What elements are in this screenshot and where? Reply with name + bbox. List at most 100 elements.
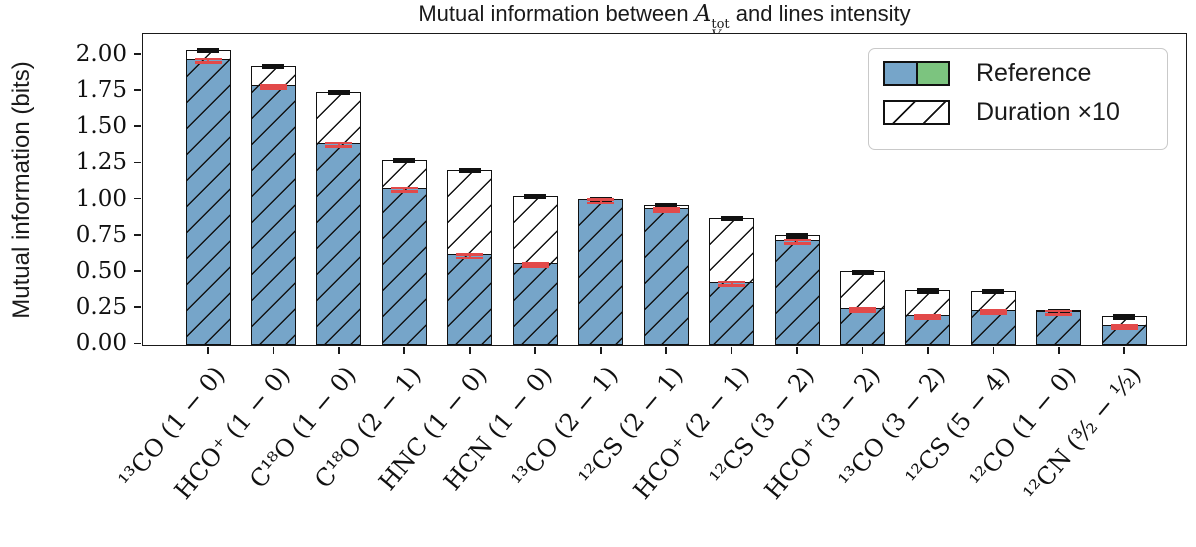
- bar-hatch-overlay: [775, 235, 819, 344]
- bar-duration-x10: [316, 90, 362, 345]
- reference-error-bar: [259, 83, 287, 90]
- bar-hatch-overlay: [317, 92, 361, 344]
- bar-hatch-overlay: [186, 50, 230, 344]
- bar-duration-x10: [709, 215, 755, 345]
- title-text-prefix: Mutual information between: [418, 1, 695, 26]
- duration-error-bar: [262, 63, 285, 70]
- error-stem: [534, 262, 537, 268]
- y-tick-label: 0.00: [75, 330, 127, 357]
- y-tick-mark: [134, 270, 141, 272]
- legend-item-duration: Duration ×10: [883, 100, 1167, 125]
- y-tick-mark: [134, 52, 141, 55]
- duration-error-bar: [916, 288, 939, 294]
- bar-duration-x10: [643, 202, 689, 345]
- error-stem: [599, 198, 602, 205]
- error-stem: [861, 269, 864, 275]
- reference-error-bar: [979, 309, 1007, 315]
- y-tick-mark: [134, 161, 141, 164]
- legend-item-reference: Reference: [883, 61, 1167, 86]
- duration-error-bar: [655, 202, 678, 209]
- reference-patch-icon: [883, 61, 950, 86]
- x-tick-mark: [1057, 347, 1060, 354]
- duration-error-bar: [393, 158, 416, 164]
- legend-label: Duration ×10: [976, 98, 1120, 126]
- error-stem: [665, 206, 668, 213]
- bar-duration-x10: [970, 289, 1016, 345]
- error-stem: [272, 83, 275, 90]
- legend-label: Reference: [976, 59, 1092, 87]
- duration-error-bar: [786, 233, 809, 239]
- y-tick-label: 0.50: [75, 258, 127, 284]
- x-tick-mark: [338, 347, 340, 354]
- reference-error-bar: [914, 314, 942, 320]
- error-stem: [796, 233, 798, 239]
- bar-duration-x10: [578, 197, 624, 345]
- reference-error-bar: [718, 280, 746, 287]
- x-tick-mark: [665, 347, 668, 354]
- error-stem: [665, 202, 668, 209]
- error-stem: [207, 57, 209, 64]
- title-var: A: [694, 1, 712, 27]
- x-tick-mark: [207, 347, 209, 354]
- bar-hatch-overlay: [579, 199, 623, 344]
- reference-error-bar: [194, 57, 222, 64]
- title-text-suffix: and lines intensity: [729, 1, 911, 26]
- bar-hatch-overlay: [971, 291, 1015, 344]
- error-stem: [927, 288, 929, 294]
- error-stem: [1057, 309, 1060, 316]
- legend: Reference Duration ×10: [868, 48, 1168, 150]
- duration-patch-icon: [883, 100, 950, 125]
- title-math-symbol: AtotV: [694, 1, 730, 42]
- error-stem: [730, 280, 733, 287]
- y-tick-label: 1.00: [75, 185, 127, 212]
- reference-error-bar: [521, 262, 549, 268]
- reference-error-bar: [587, 198, 615, 205]
- x-tick-mark: [927, 347, 929, 354]
- y-tick-label: 1.50: [75, 113, 127, 140]
- duration-error-bar: [458, 168, 481, 174]
- reference-error-bar: [1110, 324, 1138, 331]
- title-var-superscript: tot: [711, 17, 730, 32]
- reference-error-bar: [325, 141, 353, 148]
- error-stem: [403, 186, 406, 193]
- error-stem: [1123, 324, 1126, 331]
- reference-error-bar: [1045, 309, 1073, 316]
- bar-hatch-overlay: [251, 66, 295, 344]
- bar-hatch-overlay: [1102, 317, 1146, 344]
- reference-green-swatch: [916, 61, 950, 86]
- y-tick-label: 0.75: [75, 221, 127, 248]
- error-stem: [468, 253, 471, 260]
- error-stem: [992, 309, 995, 315]
- error-stem: [207, 48, 209, 54]
- reference-blue-swatch: [883, 61, 917, 86]
- bar-hatch-overlay: [513, 196, 557, 344]
- y-tick-label: 1.25: [75, 149, 127, 176]
- x-tick-mark: [992, 347, 995, 354]
- y-tick-mark: [134, 306, 141, 309]
- error-stem: [272, 63, 275, 70]
- y-axis-label: Mutual information (bits): [8, 61, 35, 319]
- x-tick-mark: [730, 347, 733, 354]
- x-tick-mark: [599, 347, 602, 354]
- bar-duration-x10: [905, 288, 951, 345]
- duration-error-bar: [851, 269, 874, 275]
- plot-area: 0.00 0.25 0.50 0.75 1.00 1.25 1.50 1.75 2.00 ¹³CO…: [76, 33, 1187, 507]
- reference-error-bar: [652, 206, 680, 213]
- bar-duration-x10: [774, 233, 820, 345]
- bar-duration-x10: [512, 194, 558, 345]
- y-tick-mark: [134, 233, 141, 236]
- duration-error-bar: [720, 215, 743, 222]
- x-tick-mark: [403, 347, 406, 354]
- error-stem: [992, 289, 995, 295]
- y-tick-mark: [134, 197, 141, 200]
- error-stem: [403, 158, 406, 164]
- x-tick-mark: [468, 347, 471, 354]
- error-stem: [534, 194, 537, 200]
- duration-error-bar: [982, 289, 1005, 295]
- reference-error-bar: [783, 238, 811, 245]
- bar-hatch-overlay: [1037, 311, 1081, 344]
- reference-error-bar: [849, 306, 876, 313]
- x-tick-mark: [272, 347, 275, 354]
- bar-duration-x10: [1036, 308, 1082, 345]
